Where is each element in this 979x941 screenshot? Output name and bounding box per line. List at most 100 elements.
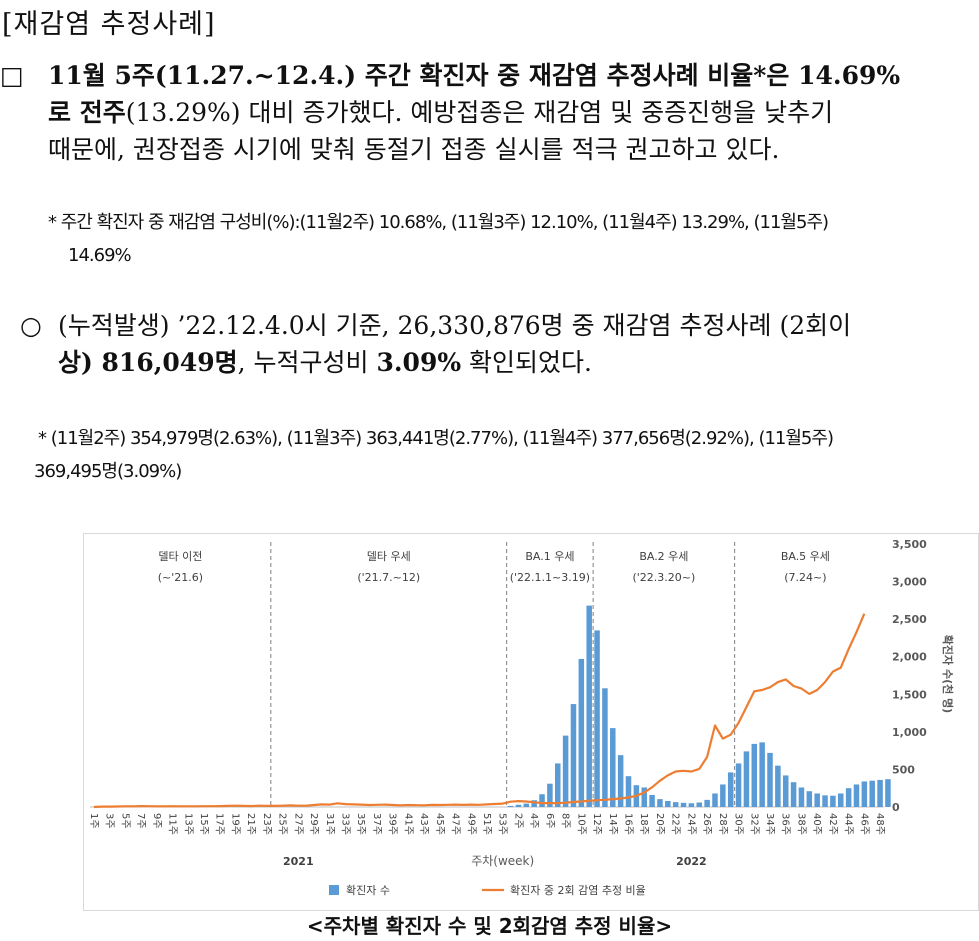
confirmed-bar	[578, 658, 585, 807]
confirmed-bar	[602, 688, 608, 807]
confirmed-bar	[877, 779, 883, 807]
week-tick-label: 31주	[324, 813, 335, 835]
confirmed-bar	[665, 800, 671, 807]
week-tick-label: 16주	[623, 813, 634, 835]
week-tick-label: 10주	[575, 813, 586, 835]
right-axis-tick: 3,500	[892, 538, 927, 551]
week-tick-label: 14주	[607, 813, 618, 835]
reinfection-chart: 0.02.04.06.08.010.012.014.016.018.020.00…	[13, 533, 979, 911]
cumulative-text-b: 확인되었다.	[461, 348, 593, 377]
confirmed-bar	[617, 755, 624, 807]
confirmed-bar	[657, 799, 663, 807]
footnote-weekly-ratio: * 주간 확진자 중 재감염 구성비(%):(11월2주) 10.68%, (1…	[48, 206, 973, 272]
period-range-label: ('21.7.~12)	[357, 571, 420, 584]
confirmed-bar	[515, 804, 522, 807]
week-tick-label: 11주	[167, 813, 178, 835]
week-tick-label: 1주	[88, 813, 99, 829]
reinfection-ratio-line	[93, 613, 866, 809]
week-tick-label: 17주	[214, 813, 225, 835]
period-name-label: 델타 우세	[367, 550, 411, 563]
period-range-label: ('22.1.1~3.19)	[510, 571, 590, 584]
period-range-label: ('22.3.20~)	[632, 571, 695, 584]
confirmed-bar	[853, 784, 860, 807]
week-tick-label: 24주	[685, 813, 696, 835]
right-axis-tick: 0	[892, 801, 900, 814]
period-name-label: BA.2 우세	[639, 550, 688, 563]
confirmed-bar	[704, 799, 710, 807]
period-range-label: (~'21.6)	[158, 571, 203, 584]
confirmed-bar	[814, 793, 820, 807]
confirmed-bar	[830, 795, 836, 807]
paragraph-cumulative: ○ (누적발생) ’22.12.4.0시 기준, 26,330,876명 중 재감…	[0, 307, 975, 381]
week-tick-label: 45주	[434, 813, 445, 835]
confirmed-bar	[507, 805, 514, 807]
week-tick-label: 3주	[104, 813, 115, 829]
week-tick-label: 13주	[182, 813, 193, 835]
week-tick-label: 35주	[355, 813, 366, 835]
footnote-cumulative-line1: * (11월2주) 354,979명(2.63%), (11월3주) 363,4…	[38, 428, 834, 449]
confirmed-bar	[838, 793, 844, 807]
confirmed-bar	[688, 803, 695, 807]
confirmed-bar	[594, 630, 600, 807]
confirmed-bar	[523, 803, 530, 807]
confirmed-bar	[735, 763, 742, 807]
confirmed-bar	[610, 728, 616, 807]
week-tick-label: 18주	[638, 813, 649, 835]
right-axis-tick: 2,500	[892, 613, 927, 626]
confirmed-bar	[641, 787, 647, 807]
week-tick-label: 37주	[371, 813, 382, 835]
cumulative-text-a: , 누적구성비	[237, 348, 377, 377]
circle-bullet-icon: ○	[20, 311, 42, 340]
week-tick-label: 2주	[512, 813, 523, 829]
confirmed-bar	[649, 794, 655, 807]
weekly-reinfection-lead: 11월 5주(11.27.~12.4.) 주간 확진자 중 재감염 추정사례 비…	[48, 61, 901, 90]
week-tick-label: 7주	[135, 813, 146, 829]
footnote-cumulative-line2: 369,495명(3.09%)	[34, 461, 182, 482]
confirmed-bar	[806, 791, 813, 807]
week-tick-label: 26주	[701, 813, 712, 835]
week-tick-label: 47주	[450, 813, 461, 835]
confirmed-bar	[798, 787, 805, 807]
confirmed-bar	[885, 779, 891, 807]
confirmed-bar	[822, 795, 828, 807]
footnote-cumulative: * (11월2주) 354,979명(2.63%), (11월3주) 363,4…	[34, 422, 976, 488]
confirmed-bar	[720, 784, 726, 807]
confirmed-bar	[767, 752, 773, 807]
week-tick-label: 53주	[497, 813, 508, 835]
right-axis-tick: 500	[892, 763, 915, 776]
confirmed-bar	[562, 735, 569, 807]
week-tick-label: 8주	[560, 813, 571, 829]
week-tick-label: 19주	[229, 813, 240, 835]
week-tick-label: 39주	[387, 813, 398, 835]
confirmed-bar	[570, 704, 577, 807]
week-tick-label: 43주	[418, 813, 429, 835]
week-tick-label: 22주	[670, 813, 681, 835]
right-axis-tick: 2,000	[892, 651, 927, 664]
confirmed-bar	[531, 800, 537, 807]
week-tick-label: 23주	[261, 813, 272, 835]
confirmed-bar	[547, 783, 553, 807]
chart-caption: <주차별 확진자 수 및 2회감염 추정 비율>	[306, 914, 673, 938]
week-tick-label: 34주	[764, 813, 775, 835]
week-tick-label: 12주	[591, 813, 602, 835]
confirmed-bar	[539, 794, 545, 807]
week-tick-label: 49주	[465, 813, 476, 835]
week-tick-label: 32주	[748, 813, 759, 835]
week-tick-label: 33주	[339, 813, 350, 835]
week-tick-label: 25주	[277, 813, 288, 835]
week-tick-label: 36주	[780, 813, 791, 835]
confirmed-bar	[861, 781, 868, 807]
cumulative-reinfection-count: 상) 816,049명	[58, 348, 238, 377]
week-tick-label: 9주	[151, 813, 162, 829]
week-tick-label: 48주	[874, 813, 885, 835]
section-title: [재감염 추정사례]	[2, 9, 216, 40]
week-tick-label: 28주	[717, 813, 728, 835]
confirmed-bar	[775, 765, 781, 807]
week-tick-label: 41주	[402, 813, 413, 835]
right-axis-tick: 1,500	[892, 688, 927, 701]
square-bullet-icon: □	[0, 61, 24, 90]
week-tick-label: 5주	[119, 813, 130, 829]
confirmed-bar	[680, 802, 687, 807]
confirmed-bar	[696, 802, 703, 807]
confirmed-bar	[845, 788, 852, 807]
